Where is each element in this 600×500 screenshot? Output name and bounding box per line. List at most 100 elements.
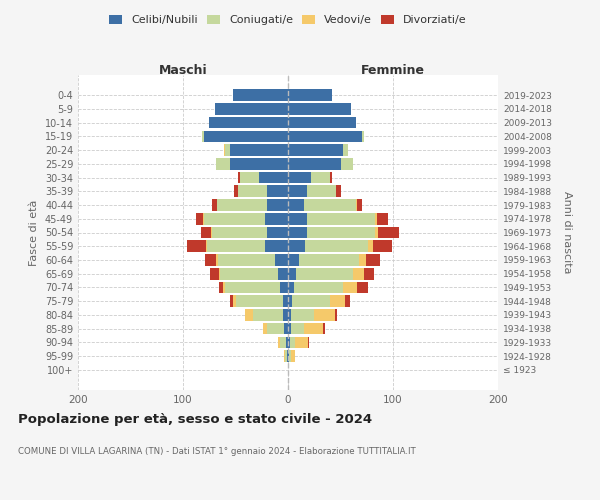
Bar (287, 350, 288, 362)
Bar (288, 254, 299, 266)
Bar (353, 268, 364, 280)
Bar (277, 336, 280, 348)
Bar (283, 296, 288, 307)
Bar (361, 130, 364, 142)
Bar (288, 268, 296, 280)
Bar (295, 336, 308, 348)
Bar (233, 296, 235, 307)
Bar (343, 144, 348, 156)
Bar (311, 172, 330, 183)
Y-axis label: Fasce di età: Fasce di età (29, 200, 39, 266)
Bar (215, 254, 218, 266)
Bar (286, 336, 288, 348)
Bar (267, 226, 288, 238)
Bar (288, 309, 291, 320)
Bar (288, 350, 289, 362)
Bar (267, 323, 284, 334)
Bar (224, 144, 225, 156)
Bar (230, 144, 288, 156)
Bar (299, 254, 359, 266)
Bar (235, 296, 283, 307)
Bar (288, 186, 307, 197)
Text: COMUNE DI VILLA LAGARINA (TN) - Dati ISTAT 1° gennaio 2024 - Elaborazione TUTTIT: COMUNE DI VILLA LAGARINA (TN) - Dati IST… (18, 448, 416, 456)
Bar (304, 323, 323, 334)
Bar (358, 282, 368, 294)
Bar (280, 336, 286, 348)
Bar (377, 213, 388, 224)
Bar (202, 130, 204, 142)
Bar (277, 268, 288, 280)
Bar (359, 254, 366, 266)
Bar (187, 240, 206, 252)
Bar (230, 158, 288, 170)
Y-axis label: Anni di nascita: Anni di nascita (562, 191, 572, 274)
Bar (233, 90, 288, 101)
Bar (225, 282, 280, 294)
Bar (288, 130, 361, 142)
Bar (218, 268, 220, 280)
Bar (288, 199, 304, 211)
Bar (218, 282, 223, 294)
Bar (292, 296, 330, 307)
Bar (375, 213, 377, 224)
Bar (296, 268, 353, 280)
Text: Maschi: Maschi (158, 64, 208, 78)
Bar (304, 199, 356, 211)
Bar (343, 282, 358, 294)
Bar (220, 268, 277, 280)
Bar (284, 323, 288, 334)
Bar (275, 254, 288, 266)
Bar (295, 282, 343, 294)
Text: Popolazione per età, sesso e stato civile - 2024: Popolazione per età, sesso e stato civil… (18, 412, 372, 426)
Bar (203, 213, 204, 224)
Bar (240, 172, 259, 183)
Bar (288, 296, 292, 307)
Bar (212, 226, 267, 238)
Bar (225, 144, 230, 156)
Bar (218, 254, 275, 266)
Bar (210, 268, 218, 280)
Bar (230, 296, 233, 307)
Bar (345, 296, 350, 307)
Bar (206, 240, 207, 252)
Bar (204, 213, 265, 224)
Bar (366, 254, 380, 266)
Bar (201, 226, 211, 238)
Text: Femmine: Femmine (361, 64, 425, 78)
Bar (245, 309, 253, 320)
Bar (215, 103, 288, 115)
Bar (207, 240, 265, 252)
Bar (290, 336, 295, 348)
Bar (307, 213, 375, 224)
Bar (253, 309, 283, 320)
Bar (267, 199, 288, 211)
Bar (283, 309, 288, 320)
Bar (238, 186, 267, 197)
Bar (307, 226, 375, 238)
Bar (238, 172, 240, 183)
Bar (323, 323, 325, 334)
Bar (265, 240, 288, 252)
Bar (291, 323, 304, 334)
Bar (358, 199, 361, 211)
Bar (284, 350, 285, 362)
Bar (341, 158, 353, 170)
Bar (288, 323, 291, 334)
Bar (212, 199, 217, 211)
Bar (288, 240, 305, 252)
Bar (235, 186, 238, 197)
Bar (308, 336, 309, 348)
Bar (267, 186, 288, 197)
Bar (288, 90, 332, 101)
Bar (288, 144, 343, 156)
Bar (288, 213, 307, 224)
Bar (217, 199, 267, 211)
Bar (196, 213, 203, 224)
Bar (288, 117, 356, 128)
Bar (263, 323, 267, 334)
Bar (335, 309, 337, 320)
Bar (285, 350, 287, 362)
Bar (288, 226, 307, 238)
Bar (314, 309, 335, 320)
Bar (288, 172, 311, 183)
